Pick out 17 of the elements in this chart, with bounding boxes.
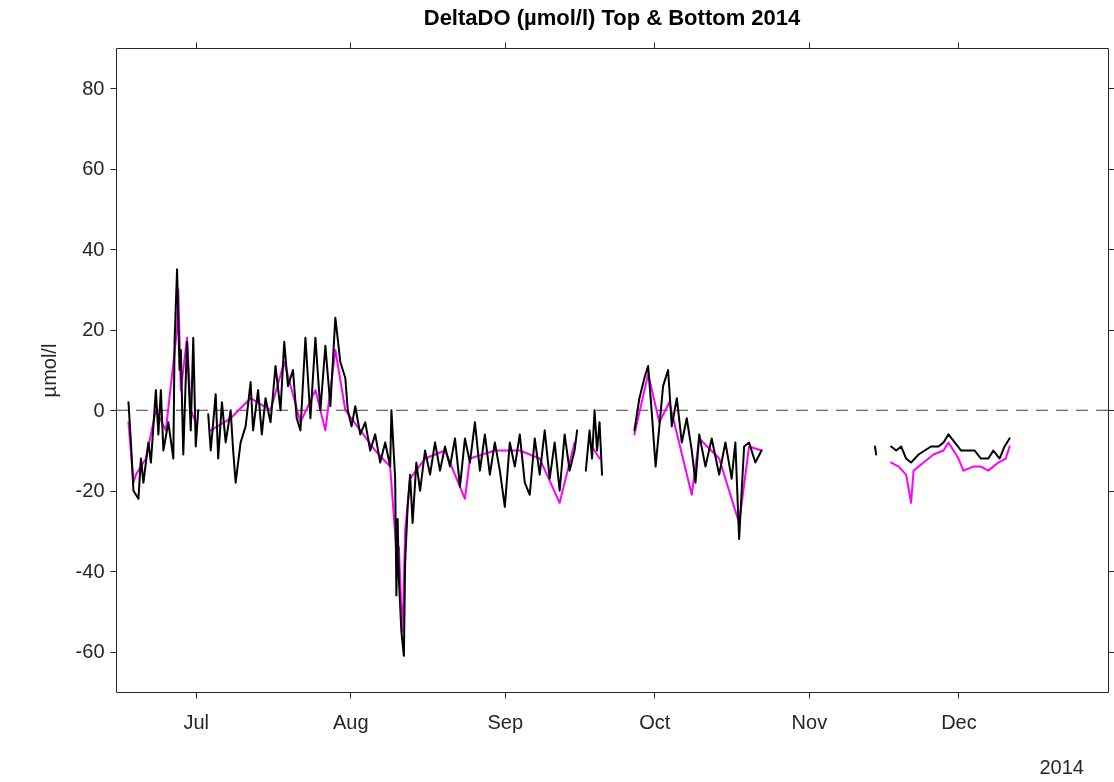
x-tick-label: Aug [332,710,369,733]
chart-title: DeltaDO (µmol/l) Top & Bottom 2014 [423,4,802,30]
y-tick-label: -60 [75,640,105,663]
y-tick-label: -40 [75,559,105,582]
x-tick-label: Nov [791,710,828,733]
y-tick-label: 60 [82,157,105,180]
x-tick-label: Sep [487,710,524,733]
x-tick-label: Jul [183,710,210,733]
y-tick-label: 20 [82,318,105,341]
y-tick-label: -20 [75,479,105,502]
text: 2014 [1039,756,1084,778]
x-tick-label: Oct [639,710,671,733]
y-tick-label: 80 [82,76,105,99]
y-tick-label: 40 [82,237,105,260]
y-axis-title: µmol/l [37,343,60,398]
y-tick-label: 0 [93,398,105,421]
x-tick-label: Dec [941,710,977,733]
